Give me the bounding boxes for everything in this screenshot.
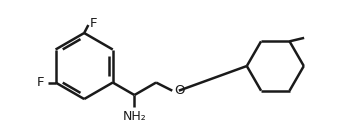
Text: F: F <box>90 17 97 30</box>
Text: O: O <box>174 84 185 97</box>
Text: F: F <box>37 76 44 89</box>
Text: NH₂: NH₂ <box>122 110 146 123</box>
